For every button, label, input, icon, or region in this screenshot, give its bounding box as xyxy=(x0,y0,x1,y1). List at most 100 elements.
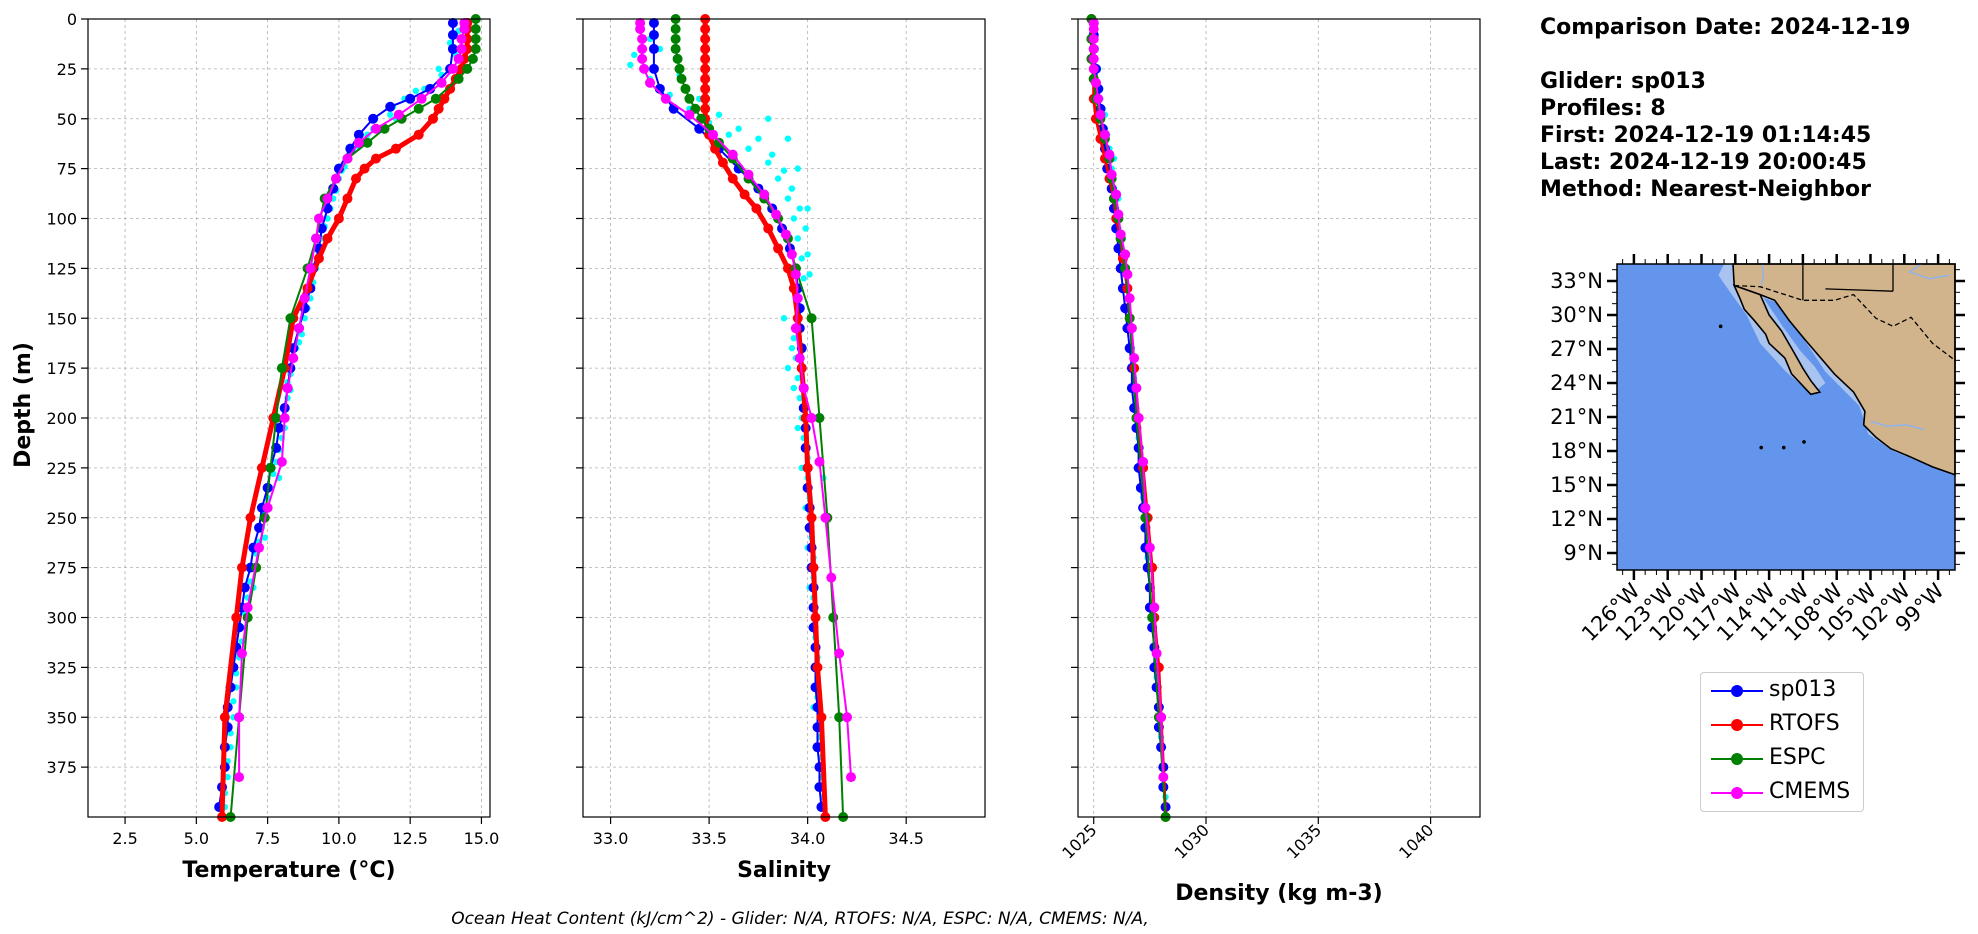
series-point-cmems xyxy=(393,109,404,120)
series-point-sp013 xyxy=(648,43,659,54)
series-point-rtofs xyxy=(792,313,803,324)
series-point-cmems xyxy=(311,233,322,244)
series-point-sp013 xyxy=(447,17,458,28)
series-point-cmems xyxy=(771,209,782,220)
x-tick-label: 33.0 xyxy=(593,829,629,848)
map-lat-label: 33°N xyxy=(1550,269,1603,293)
series-point-cmems xyxy=(342,153,353,164)
map-lat-label: 30°N xyxy=(1550,303,1603,327)
series-point-rtofs xyxy=(313,253,324,264)
series-point-rtofs xyxy=(700,43,711,54)
x-axis-label: Salinity xyxy=(737,858,831,883)
series-point-rtofs xyxy=(739,189,750,200)
series-point-cmems xyxy=(846,772,856,783)
glider-scatter-point xyxy=(435,65,442,73)
legend: sp013 RTOFS ESPC CMEMS xyxy=(1700,672,1864,812)
series-point-cmems xyxy=(786,249,797,260)
glider-scatter-point xyxy=(765,159,772,166)
glider-scatter-point xyxy=(806,271,813,278)
series-point-cmems xyxy=(842,712,853,723)
ocean-heat-content-note: Ocean Heat Content (kJ/cm^2) - Glider: N… xyxy=(451,909,1149,929)
series-point-sp013 xyxy=(648,17,659,28)
series-point-espc xyxy=(676,73,687,84)
series-point-espc xyxy=(1124,313,1135,324)
series-point-cmems xyxy=(254,542,265,553)
glider-scatter-point xyxy=(794,235,801,242)
series-point-rtofs xyxy=(256,462,267,473)
temperature-panel: 2.5 5.0 7.5 10.0 12.5 15.0 0 25 50 75 100 125 150 175… xyxy=(46,10,499,883)
glider-scatter-point xyxy=(784,135,792,142)
legend-item-rtofs: RTOFS xyxy=(1701,707,1865,741)
series-point-rtofs xyxy=(236,562,247,573)
glider-scatter-point xyxy=(230,698,237,705)
y-tick-label: 25 xyxy=(57,60,77,79)
series-point-cmems xyxy=(1144,542,1155,553)
series-point-espc xyxy=(462,63,473,74)
series-point-cmems xyxy=(456,33,467,44)
series-point-espc xyxy=(834,712,845,723)
map-island xyxy=(1802,440,1806,444)
series-point-cmems xyxy=(1131,383,1142,394)
series-point-cmems xyxy=(727,149,738,160)
series-point-cmems xyxy=(1149,602,1160,613)
y-tick-label: 300 xyxy=(46,609,77,628)
glider-scatter-point xyxy=(780,167,788,174)
series-point-rtofs xyxy=(812,662,823,673)
series-point-sp013 xyxy=(648,29,659,40)
glider-scatter-point xyxy=(765,115,772,122)
series-point-rtofs xyxy=(700,63,711,74)
series-point-cmems xyxy=(1104,149,1115,160)
series-point-cmems xyxy=(288,353,299,364)
series-point-cmems xyxy=(660,93,671,104)
glider-scatter-point xyxy=(794,424,801,432)
series-point-espc xyxy=(413,103,424,114)
series-point-rtofs xyxy=(351,173,361,184)
legend-label: CMEMS xyxy=(1769,779,1851,804)
map-lat-label: 24°N xyxy=(1550,371,1603,395)
series-point-rtofs xyxy=(231,612,242,623)
series-point-cmems xyxy=(322,193,333,204)
series-point-espc xyxy=(430,93,441,104)
series-point-cmems xyxy=(1124,293,1135,304)
series-point-espc xyxy=(713,137,724,148)
series-point-espc xyxy=(362,137,373,148)
depth-axis-label: Depth (m) xyxy=(11,342,36,468)
series-point-cmems xyxy=(684,109,695,120)
series-line-cmems xyxy=(238,23,466,778)
series-point-espc xyxy=(276,363,287,374)
glider-scatter-point xyxy=(794,165,801,172)
series-point-cmems xyxy=(447,63,458,74)
series-point-rtofs xyxy=(700,83,711,94)
series-point-cmems xyxy=(1140,502,1151,513)
series-point-sp013 xyxy=(353,129,364,140)
series-point-cmems xyxy=(826,572,837,583)
glider-scatter-point xyxy=(784,195,792,202)
series-point-rtofs xyxy=(700,53,711,64)
glider-scatter-point xyxy=(631,51,638,59)
series-point-cmems xyxy=(313,213,324,224)
series-point-cmems xyxy=(1111,189,1122,200)
series-point-rtofs xyxy=(700,103,711,114)
x-tick-label: 10.0 xyxy=(321,829,357,848)
legend-label: ESPC xyxy=(1769,745,1826,770)
series-point-cmems xyxy=(234,772,245,783)
series-point-espc xyxy=(680,83,691,94)
series-point-cmems xyxy=(236,648,247,659)
series-point-cmems xyxy=(353,137,364,148)
series-point-cmems xyxy=(1093,93,1104,104)
series-point-rtofs xyxy=(445,83,456,94)
series-point-cmems xyxy=(459,23,470,34)
series-line-sp013 xyxy=(218,23,454,808)
glider-scatter-point xyxy=(627,61,634,69)
series-point-rtofs xyxy=(806,512,817,523)
series-point-cmems xyxy=(370,123,381,134)
series-point-espc xyxy=(1140,512,1151,523)
series-point-espc xyxy=(470,33,481,44)
y-tick-label: 50 xyxy=(57,110,77,129)
series-point-espc xyxy=(674,63,685,74)
series-point-cmems xyxy=(279,413,290,423)
series-point-cmems xyxy=(1138,456,1149,467)
glider-scatter-point xyxy=(800,275,807,282)
legend-item-espc: ESPC xyxy=(1701,741,1865,775)
series-point-cmems xyxy=(436,77,447,88)
